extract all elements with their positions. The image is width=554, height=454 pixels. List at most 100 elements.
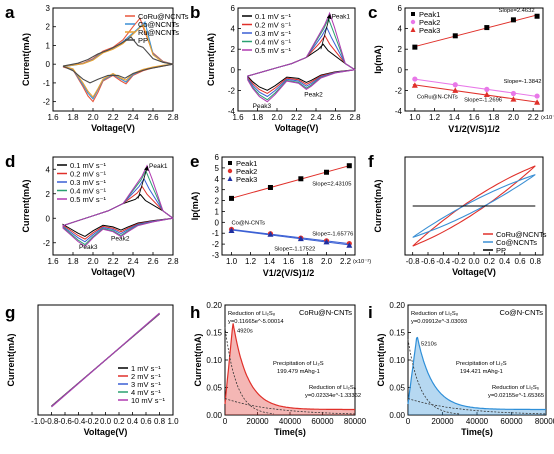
annotation-reduction-1: Reduction of Li₂S₈: [411, 311, 459, 317]
x-tick-label: 0.2: [113, 417, 125, 426]
x-axis-label: Voltage(V): [275, 123, 319, 133]
fit-curve-2: [224, 398, 356, 415]
annotation-peak1: Peak1: [332, 13, 351, 20]
annotation-precipitation: Precipitation of Li₂S: [273, 361, 324, 367]
x-tick-label: 2.0: [321, 257, 333, 266]
y-tick-label: 6: [398, 4, 403, 13]
x-tick-label: -0.8: [406, 257, 420, 266]
y-tick-label: 0: [46, 214, 51, 223]
data-point: [452, 87, 459, 93]
y-tick-label: 0.05: [389, 384, 405, 393]
cv-curve: [62, 185, 174, 240]
data-point: [297, 235, 304, 242]
y-axis-label: Current(mA): [6, 333, 16, 386]
legend-entry: 0.1 mV s⁻¹: [255, 12, 292, 21]
x-tick-label: 1.8: [488, 113, 500, 122]
x-tick-label: 2.0: [87, 113, 99, 122]
annotation-peak3: Peak3: [79, 244, 98, 251]
x-axis-label: Voltage(V): [91, 267, 135, 277]
data-point: [412, 76, 418, 82]
x-tick-label: 0.6: [140, 417, 152, 426]
panel-b: 1.6 1.8 2.0 2.2 2.4 2.6 2.8 -4 -2 0 2 4 6 Voltage(V) C…: [190, 3, 361, 133]
panel-inner-label: CoRu@N-CNTs: [417, 95, 458, 101]
slope-label: Slope=-1.3842: [504, 79, 542, 85]
x-tick-label: 2.6: [147, 257, 159, 266]
cv-curve: [247, 26, 356, 98]
legend-entry: 0.4 mV s⁻¹: [255, 38, 292, 47]
legend-entry: 0.3 mV s⁻¹: [70, 178, 107, 187]
slope-label: Slope=-1.2696: [464, 98, 502, 104]
y-tick-label: 0.05: [206, 384, 222, 393]
x-axis-label: Voltage(V): [84, 427, 128, 437]
legend-swatch: [227, 168, 233, 174]
panel-g: -1.0 -0.8 -0.6 -0.4 -0.2 0.0 0.2 0.4 0.6 0.8 1.0 Vo…: [5, 303, 179, 437]
precipitation-area: [408, 337, 546, 415]
cv-curve: [62, 36, 174, 84]
panel-inner-label: CoRu@N-CNTs: [299, 308, 352, 317]
data-point: [411, 82, 418, 88]
cv-curve: [62, 177, 174, 243]
panel-d: 1.6 1.8 2.0 2.2 2.4 2.6 2.8 -2 0 2 4 Voltage(V) Curr…: [5, 152, 179, 277]
data-point: [452, 33, 458, 39]
x-tick-label: 1.0: [409, 113, 421, 122]
legend-entry: 1 mV s⁻¹: [131, 364, 161, 373]
legend-entry: Co@NCNTs: [496, 238, 537, 247]
legend-entry: 4 mV s⁻¹: [131, 388, 161, 397]
legend-swatch: [411, 12, 415, 16]
annotation-peak-time: 5210s: [421, 341, 437, 347]
trend-arrow: [320, 13, 332, 50]
iv-loop: [412, 174, 536, 238]
data-point: [298, 176, 304, 182]
x-tick-label: -0.6: [58, 417, 72, 426]
fit-line: [412, 84, 540, 103]
x-tick-label: 1.4: [264, 257, 276, 266]
y-tick-label: 0: [215, 218, 220, 227]
y-axis-label: Ip(mA): [190, 192, 200, 221]
x-tick-label: 20000: [246, 417, 269, 426]
annotation-peak-time: 4920s: [237, 329, 253, 335]
legend-entry: Peak2: [236, 167, 257, 176]
x-tick-label: 2.0: [271, 113, 283, 122]
y-tick-label: 6: [215, 153, 220, 162]
annotation-peak3: Peak3: [253, 103, 272, 110]
panel-inner-label: Co@N-CNTs: [500, 308, 544, 317]
panel-label-c: c: [368, 3, 377, 22]
current-curve: [407, 336, 546, 411]
x-multiplier: (x10⁻²): [353, 259, 371, 265]
data-point: [510, 90, 517, 97]
legend-entry: CoRu@NCNTs: [138, 12, 189, 21]
fit-line: [229, 228, 352, 245]
y-tick-label: 0: [398, 66, 403, 75]
y-tick-label: 0.00: [389, 411, 405, 420]
y-tick-label: 0.20: [206, 301, 222, 310]
x-tick-label: 2.2: [107, 257, 119, 266]
data-point: [228, 227, 235, 233]
panel-a: 1.6 1.8 2.0 2.2 2.4 2.6 2.8 -2 -1 0 1 2 3 Voltage(V) C…: [5, 3, 189, 133]
x-tick-label: 80000: [344, 417, 367, 426]
trend-arrow: [137, 165, 149, 199]
x-tick-label: 0.0: [100, 417, 112, 426]
y-tick-label: 2: [231, 45, 236, 54]
x-tick-label: -0.4: [436, 257, 450, 266]
data-point: [484, 86, 490, 92]
x-tick-label: 2.0: [508, 113, 520, 122]
data-point: [267, 231, 274, 237]
data-point: [534, 13, 540, 19]
legend-entry: Peak3: [236, 175, 257, 184]
current-curve: [224, 323, 355, 411]
legend-entry: 0.5 mV s⁻¹: [70, 195, 107, 204]
annotation-capacity: 199.479 mAhg-1: [277, 369, 320, 375]
data-point: [267, 184, 273, 190]
cv-curve: [247, 43, 356, 91]
x-tick-label: 2.4: [310, 113, 322, 122]
panel-e: 1.0 1.2 1.4 1.6 1.8 2.0 2.2 -3 -2 -1 0 12 3 4 5 6 Ip(mA)…: [190, 152, 371, 278]
x-tick-label: 0.8: [530, 257, 542, 266]
cv-curve: [62, 169, 174, 246]
y-tick-label: 0.10: [206, 356, 222, 365]
y-tick-label: 5: [215, 164, 220, 173]
annotation-peak1: Peak1: [149, 163, 168, 170]
panel-h: 0 20000 40000 60000 80000 0.00 0.05 0.10 0.15 0.2…: [190, 301, 367, 437]
annotation-reduction-2: Reduction of Li₂S₆: [309, 385, 357, 391]
x-tick-label: 1.8: [67, 113, 79, 122]
y-tick-label: 4: [398, 25, 403, 34]
